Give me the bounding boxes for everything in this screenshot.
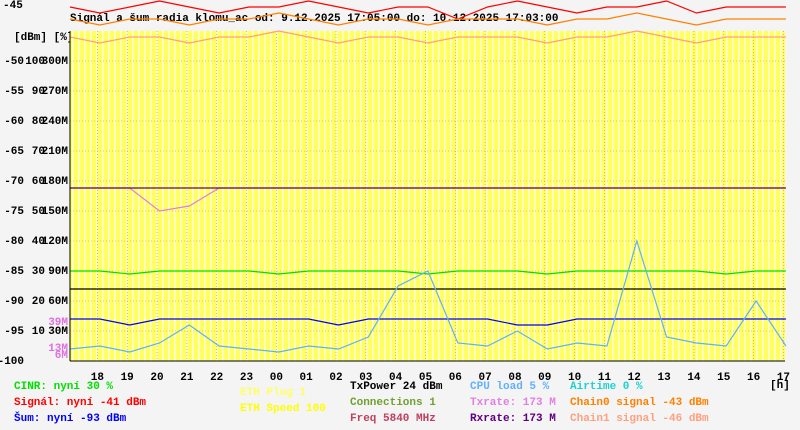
legend-entry: ETH Speed 100: [240, 403, 326, 415]
x-tick-label: 14: [687, 372, 701, 384]
top-label: -45: [3, 0, 23, 12]
y2-tick-label: 80: [32, 116, 45, 128]
y2-tick-label: 70: [32, 146, 45, 158]
x-tick-label: 20: [150, 372, 163, 384]
x-tick-label: 04: [389, 372, 403, 384]
y-tick-label: -75: [4, 206, 24, 218]
legend-entry: Chain1 signal -46 dBm: [570, 413, 709, 425]
x-tick-label: 10: [568, 372, 581, 384]
series-line: [69, 30, 786, 44]
legend-entry: Rxrate: 173 M: [470, 413, 556, 425]
x-tick-label: 06: [449, 372, 462, 384]
series-line: [69, 12, 786, 26]
legend-entry: CPU load 5 %: [470, 381, 550, 393]
series-line: [69, 238, 787, 353]
legend-entry: Txrate: 173 M: [470, 397, 556, 409]
y-tick-label: -100: [0, 356, 24, 368]
y3-tick-label: 120M: [42, 236, 69, 248]
legend-entry: TxPower 24 dBm: [350, 381, 443, 393]
y3-tick-label: 270M: [42, 86, 69, 98]
y-tick-label: -50: [4, 56, 24, 68]
rate-annotation: 6M: [55, 350, 69, 362]
y3-tick-label: 150M: [42, 206, 69, 218]
x-tick-label: 07: [479, 372, 492, 384]
y2-tick-label: 100: [25, 56, 45, 68]
legend-entry: Connections 1: [350, 397, 436, 409]
y-tick-label: -90: [4, 296, 24, 308]
y-tick-label: -65: [4, 146, 24, 158]
y-units: [dBm] [%]: [14, 32, 73, 44]
x-tick-label: 03: [359, 372, 373, 384]
legend-entry: Chain0 signal -43 dBm: [570, 397, 709, 409]
x-tick-label: 22: [210, 372, 223, 384]
y3-tick-label: 300M: [42, 56, 69, 68]
y2-tick-label: 60: [32, 176, 45, 188]
y3-tick-label: 90M: [48, 266, 68, 278]
y3-tick-label: 210M: [42, 146, 69, 158]
series-line: [70, 318, 786, 326]
y2-tick-label: 30: [32, 266, 45, 278]
legend-entry: Šum: nyní -93 dBm: [14, 411, 127, 425]
x-tick-label: 08: [508, 372, 522, 384]
x-tick-label: 02: [329, 372, 342, 384]
x-tick-label: 13: [658, 372, 672, 384]
legend-entry: ETH Plug 1: [240, 387, 306, 399]
rate-annotation: 13M: [48, 343, 68, 355]
y-tick-label: -55: [4, 86, 24, 98]
y3-tick-label: 240M: [42, 116, 69, 128]
x-tick-label: 09: [538, 372, 551, 384]
legend-entry: CINR: nyní 30 %: [14, 381, 113, 393]
x-tick-label: 11: [598, 372, 612, 384]
y2-tick-label: 90: [32, 86, 45, 98]
x-tick-label: 21: [180, 372, 194, 384]
x-tick-label: 23: [240, 372, 254, 384]
x-tick-label: 12: [628, 372, 641, 384]
rate-annotation: 39M: [48, 317, 68, 329]
legend-entry: Signál: nyní -41 dBm: [14, 397, 146, 409]
y-tick-label: -70: [4, 176, 24, 188]
x-tick-label: 05: [419, 372, 433, 384]
y2-tick-label: 50: [32, 206, 45, 218]
chart-title: Signál a šum radia klomu_ac od: 9.12.202…: [70, 13, 558, 25]
y2-tick-label: 10: [32, 326, 45, 338]
y2-tick-label: 20: [32, 296, 45, 308]
y-tick-label: -80: [4, 236, 24, 248]
y-tick-label: -95: [4, 326, 24, 338]
plot-stripes: [70, 31, 785, 361]
y-tick-label: -60: [4, 116, 24, 128]
y3-tick-label: 60M: [48, 296, 68, 308]
series-line: [69, 0, 786, 20]
series-line: [70, 270, 786, 275]
y2-tick-label: 40: [32, 236, 45, 248]
x-tick-label: 15: [717, 372, 731, 384]
x-tick-label: 18: [91, 372, 105, 384]
x-tick-label: 17: [777, 372, 790, 384]
y3-tick-label: 180M: [42, 176, 69, 188]
x-units: [h]: [770, 380, 790, 392]
y-tick-label: -85: [4, 266, 24, 278]
x-tick-label: 00: [270, 372, 283, 384]
legend-entry: Freq 5840 MHz: [350, 413, 436, 425]
x-tick-label: 01: [300, 372, 314, 384]
x-tick-label: 19: [121, 372, 134, 384]
y3-tick-label: 30M: [48, 326, 68, 338]
legend-entry: Airtime 0 %: [570, 381, 643, 393]
x-tick-label: 16: [747, 372, 760, 384]
